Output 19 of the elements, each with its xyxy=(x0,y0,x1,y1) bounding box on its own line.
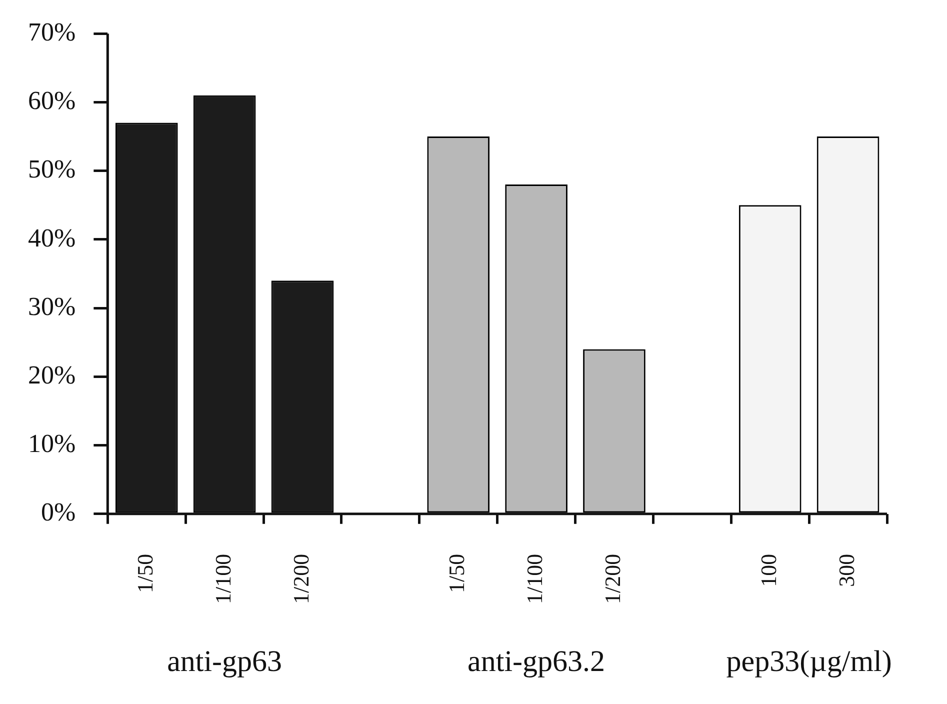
x-tick-label: 1/200 xyxy=(288,554,314,604)
y-tick-label: 70% xyxy=(28,17,76,46)
text: anti-gp63.2 xyxy=(468,644,606,678)
x-tick-label: 1/50 xyxy=(132,554,158,594)
y-tick-label: 10% xyxy=(28,429,76,458)
y-tick-label: 20% xyxy=(28,360,76,390)
text: anti-gp63 xyxy=(167,644,282,678)
x-tick-label: 100 xyxy=(756,554,781,587)
x-tick-label: 1/100 xyxy=(522,554,548,604)
x-tick-label: 1/50 xyxy=(444,554,470,594)
x-tick-label: 1/200 xyxy=(600,554,626,604)
x-tick-label: 300 xyxy=(834,554,859,587)
text: pep33(µg/ml) xyxy=(726,644,892,678)
x-tick-label: 1/100 xyxy=(210,554,236,604)
y-tick-label: 50% xyxy=(28,154,76,184)
y-tick-label: 40% xyxy=(28,223,76,252)
y-tick-label: 60% xyxy=(28,86,76,116)
y-tick-label: 0% xyxy=(40,498,76,527)
y-tick-label: 30% xyxy=(28,292,76,321)
